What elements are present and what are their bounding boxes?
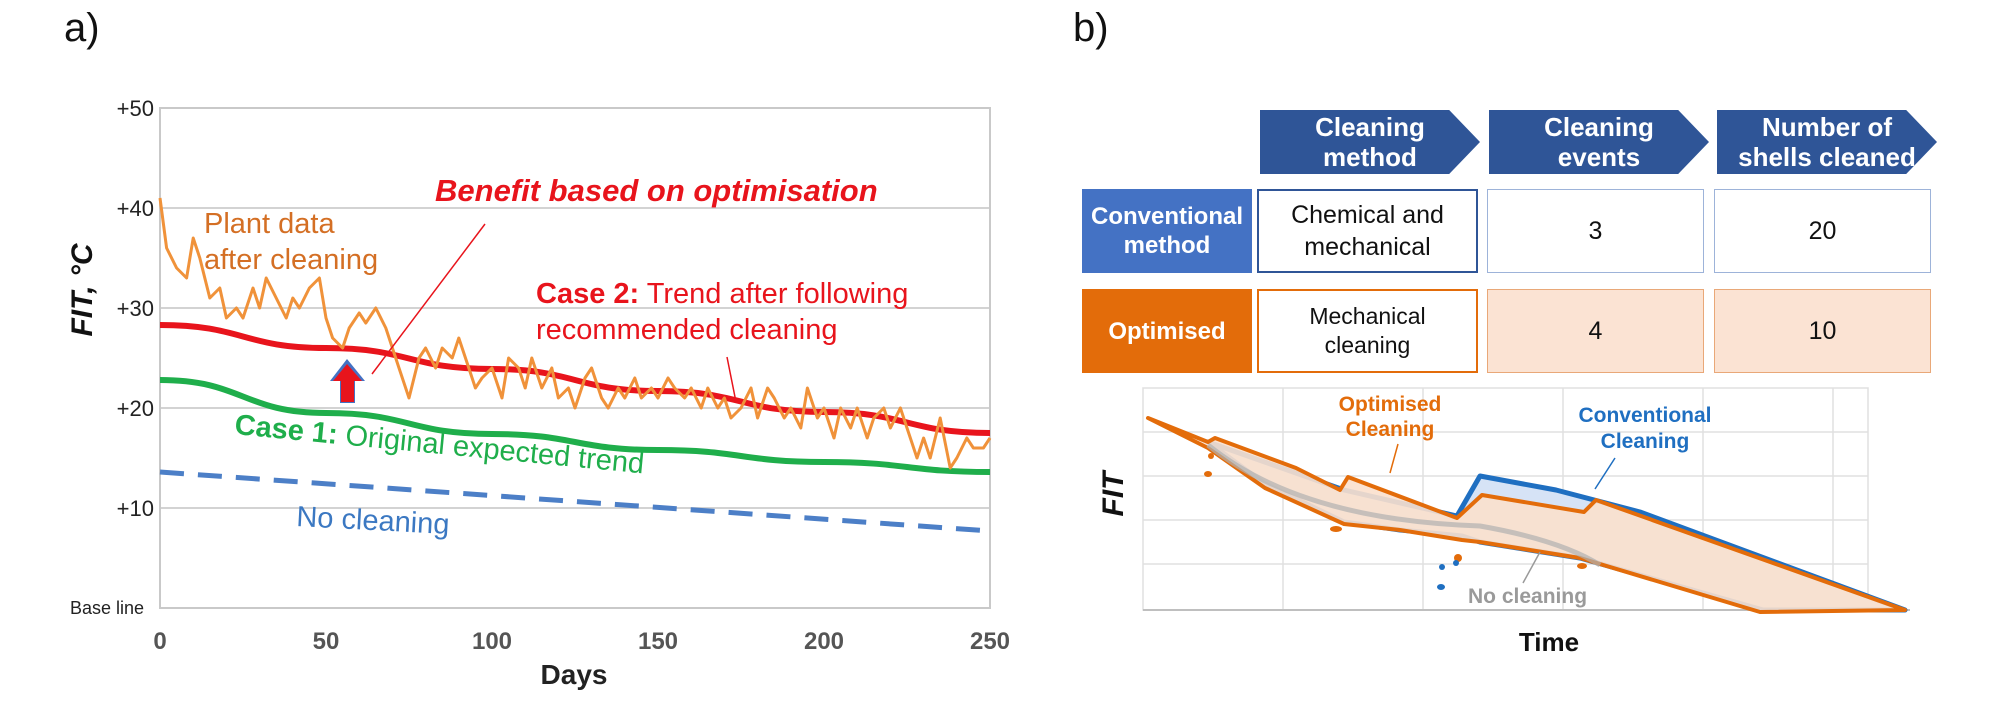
plant-data-series — [158, 197, 992, 470]
point-orange-1 — [1204, 471, 1212, 477]
header-shells-cleaned-line2: shells cleaned — [1738, 142, 1916, 172]
cell-conventional-method-line2: mechanical — [1304, 233, 1431, 261]
x-tick-label: 0 — [153, 628, 166, 655]
chart-b-y-axis-label: FIT — [1097, 469, 1130, 517]
annotation-case2-rest: Trend after following — [639, 278, 908, 310]
chart-b-x-axis-label: Time — [1519, 627, 1579, 657]
y-tick-label: +50 — [117, 96, 154, 121]
point-orange-2 — [1208, 453, 1214, 459]
point-blue-2 — [1453, 560, 1459, 566]
annotation-case2-bold: Case 2: — [536, 278, 639, 310]
cell-optimised-events: 4 — [1487, 289, 1704, 373]
label-conventional-line2: Cleaning — [1601, 430, 1690, 453]
annotation-case2-line1: Case 2: Trend after following — [536, 278, 908, 310]
cell-optimised-method-line2: cleaning — [1324, 332, 1411, 358]
benefit-arrow — [330, 359, 365, 403]
row-label-conventional-line2: method — [1123, 232, 1211, 259]
point-orange-3 — [1330, 526, 1342, 532]
chart-b-grid — [1142, 387, 1869, 611]
cell-conventional-shells-value: 20 — [1808, 217, 1837, 245]
header-cleaning-events: Cleaning events — [1489, 110, 1709, 174]
header-cleaning-method: Cleaning method — [1260, 110, 1480, 174]
conventional-pointer — [1594, 457, 1616, 490]
panel-label-b: b) — [1073, 6, 1109, 50]
y-tick-label: +40 — [117, 196, 154, 221]
chart-a-baseline-label: Base line — [70, 598, 144, 618]
cell-conventional-method-line1: Chemical and — [1291, 201, 1444, 229]
benefit-arrow-fill — [333, 364, 362, 402]
annotation-case2-line2: recommended cleaning — [536, 314, 837, 346]
case1-trend-series — [159, 377, 991, 475]
case2-trend-series — [159, 322, 991, 436]
y-tick-label: +10 — [117, 496, 154, 521]
annotation-plant-data-line1: Plant data — [204, 208, 335, 240]
y-tick-label: +30 — [117, 296, 154, 321]
header-cleaning-method-line2: method — [1323, 142, 1417, 172]
header-cleaning-events-line1: Cleaning — [1544, 112, 1654, 142]
point-blue-3 — [1439, 564, 1445, 570]
chart-a-x-axis-label: Days — [541, 659, 608, 690]
cell-optimised-events-value: 4 — [1588, 317, 1603, 345]
chart-a-series — [158, 197, 992, 534]
cell-optimised-shells: 10 — [1714, 289, 1931, 373]
cell-conventional-events-value: 3 — [1588, 217, 1603, 245]
cell-optimised-method: Mechanical cleaning — [1257, 289, 1478, 373]
chart-a-y-axis-label: FIT, °C — [66, 242, 99, 336]
panel-label-a: a) — [64, 6, 100, 50]
cell-conventional-events: 3 — [1487, 189, 1704, 273]
x-tick-label: 150 — [638, 628, 678, 655]
no-cleaning-pointer — [1522, 551, 1541, 584]
header-shells-cleaned-line1: Number of — [1761, 112, 1892, 142]
y-tick-label: +20 — [117, 396, 154, 421]
no-cleaning-curve — [1206, 443, 1602, 568]
x-tick-label: 200 — [804, 628, 844, 655]
annotation-benefit: Benefit based on optimisation — [435, 173, 878, 208]
label-no-cleaning: No cleaning — [1468, 585, 1587, 608]
x-tick-label: 250 — [970, 628, 1010, 655]
chart-a-y-ticks: +10 +20 +30 +40 +50 — [117, 96, 154, 521]
cell-conventional-shells: 20 — [1714, 189, 1931, 273]
cell-optimised-shells-value: 10 — [1808, 317, 1837, 345]
header-shells-cleaned: Number of shells cleaned — [1717, 110, 1937, 174]
row-label-optimised: Optimised — [1082, 289, 1252, 373]
case2-pointer-line — [726, 356, 737, 403]
header-cleaning-method-line1: Cleaning — [1315, 112, 1425, 142]
benefit-pointer-line — [371, 223, 486, 375]
no-cleaning-series — [159, 469, 991, 534]
row-label-conventional-line1: Conventional — [1090, 203, 1243, 230]
label-optimised-line2: Cleaning — [1346, 418, 1435, 441]
chart-b-scatter-points — [1204, 453, 1587, 590]
chart-a-plot-frame — [159, 107, 991, 609]
optimised-pointer — [1389, 443, 1399, 474]
annotation-plant-data-line2: after cleaning — [204, 244, 378, 276]
cell-conventional-method: Chemical and mechanical — [1257, 189, 1478, 273]
x-tick-label: 50 — [313, 628, 340, 655]
label-conventional-line1: Conventional — [1578, 404, 1711, 427]
cell-optimised-method-line1: Mechanical — [1309, 303, 1426, 329]
optimised-cleaning-area — [1146, 416, 1907, 614]
chart-a-x-ticks: 0 50 100 150 200 250 — [153, 628, 1010, 655]
point-blue-1 — [1437, 584, 1445, 590]
row-label-conventional: Conventional method — [1082, 189, 1252, 273]
x-tick-label: 100 — [472, 628, 512, 655]
chart-a: +10 +20 +30 +40 +50 0 50 100 150 200 250 Base lin… — [66, 96, 1010, 690]
point-orange-5 — [1577, 563, 1587, 569]
header-cleaning-events-line2: events — [1557, 142, 1641, 172]
label-optimised-line1: Optimised — [1339, 393, 1442, 416]
row-label-optimised-line1: Optimised — [1108, 317, 1226, 345]
